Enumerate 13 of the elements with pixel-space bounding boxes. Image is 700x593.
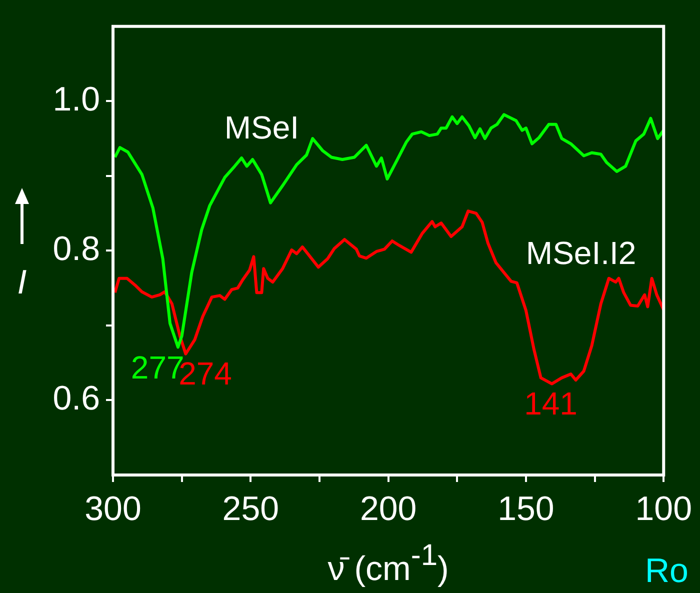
x-tick-label: 250	[222, 490, 280, 528]
x-tick-label: 300	[84, 490, 142, 528]
y-tick-label: 0.8	[52, 230, 100, 268]
x-tick-label: 100	[635, 490, 692, 528]
x-tick-label: 200	[360, 490, 417, 528]
text: Ro	[645, 552, 688, 590]
y-axis-title: I	[17, 263, 28, 302]
series-label: MSeI	[224, 109, 300, 146]
y-tick-label: 0.6	[52, 380, 100, 418]
series-label: MSeI.I2	[526, 235, 636, 272]
y-tick-label: 1.0	[52, 80, 100, 119]
x-tick-label: 150	[498, 490, 554, 528]
annotation: 141	[524, 386, 578, 422]
